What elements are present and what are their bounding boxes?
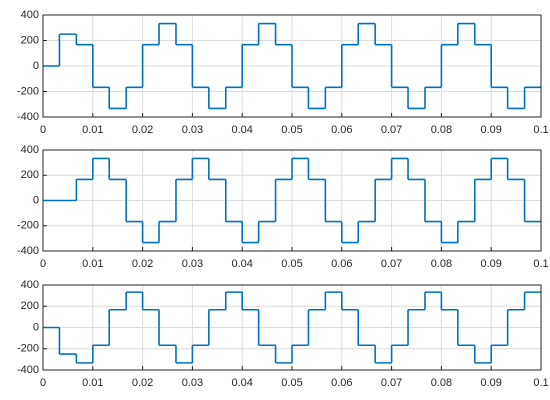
x-tick-label: 0.07	[381, 258, 402, 270]
x-tick-label: 0.09	[480, 124, 501, 136]
y-tick-label: -200	[17, 343, 39, 355]
y-tick-label: 400	[21, 144, 39, 156]
x-tick-label: 0.1	[533, 258, 548, 270]
x-tick-label: 0.04	[231, 377, 252, 389]
x-tick-label: 0.04	[231, 258, 252, 270]
y-tick-label: 200	[21, 169, 39, 181]
x-tick-label: 0.02	[132, 377, 153, 389]
x-tick-label: 0.05	[281, 124, 302, 136]
x-tick-label: 0	[40, 124, 46, 136]
x-tick-label: 0	[40, 258, 46, 270]
y-tick-label: -200	[17, 85, 39, 97]
step-riser	[58, 292, 526, 363]
x-tick-label: 0.02	[132, 124, 153, 136]
y-tick-label: 400	[21, 9, 39, 21]
x-tick-label: 0.03	[182, 124, 203, 136]
x-tick-label: 0.06	[331, 258, 352, 270]
x-tick-label: 0.05	[281, 258, 302, 270]
axes-frame	[42, 284, 542, 371]
y-tick-label: -200	[17, 220, 39, 232]
x-tick-label: 0.09	[480, 377, 501, 389]
x-tick-label: 0.03	[182, 258, 203, 270]
x-tick-label: 0.07	[381, 124, 402, 136]
y-tick-label: 0	[33, 321, 39, 333]
y-tick-label: 200	[21, 34, 39, 46]
x-tick-label: 0.08	[431, 258, 452, 270]
x-tick-label: 0.04	[231, 124, 252, 136]
x-tick-label: 0.09	[480, 258, 501, 270]
x-tick-label: 0	[40, 377, 46, 389]
axes-frame	[42, 149, 542, 252]
x-tick-label: 0.01	[82, 377, 103, 389]
y-tick-label: -400	[17, 364, 39, 376]
y-tick-label: -400	[17, 245, 39, 257]
subplot: -400 -200 0 200 400 0 0.01 0.02 0.03 0.04 0.05 0.06…	[17, 9, 549, 136]
x-tick-label: 0.02	[132, 258, 153, 270]
step-riser	[58, 23, 526, 109]
x-tick-label: 0.01	[82, 124, 103, 136]
y-tick-label: -400	[17, 111, 39, 123]
y-tick-label: 0	[33, 60, 39, 72]
subplot: -400 -200 0 200 400 0 0.01 0.02 0.03 0.04 0.05 0.06…	[17, 144, 549, 270]
x-tick-label: 0.08	[431, 377, 452, 389]
x-tick-label: 0.06	[331, 377, 352, 389]
y-tick-label: 400	[21, 279, 39, 291]
step-riser	[75, 158, 526, 243]
x-tick-label: 0.05	[281, 377, 302, 389]
y-tick-label: 200	[21, 300, 39, 312]
x-tick-label: 0.07	[381, 377, 402, 389]
x-tick-label: 0.1	[533, 124, 548, 136]
x-tick-label: 0.01	[82, 258, 103, 270]
subplot: -400 -200 0 200 400 0 0.01 0.02 0.03 0.04 0.05 0.06…	[17, 279, 549, 389]
y-tick-label: 0	[33, 194, 39, 206]
x-tick-label: 0.06	[331, 124, 352, 136]
x-tick-label: 0.1	[533, 377, 548, 389]
x-tick-label: 0.03	[182, 377, 203, 389]
x-tick-label: 0.08	[431, 124, 452, 136]
axes-frame	[42, 14, 542, 118]
